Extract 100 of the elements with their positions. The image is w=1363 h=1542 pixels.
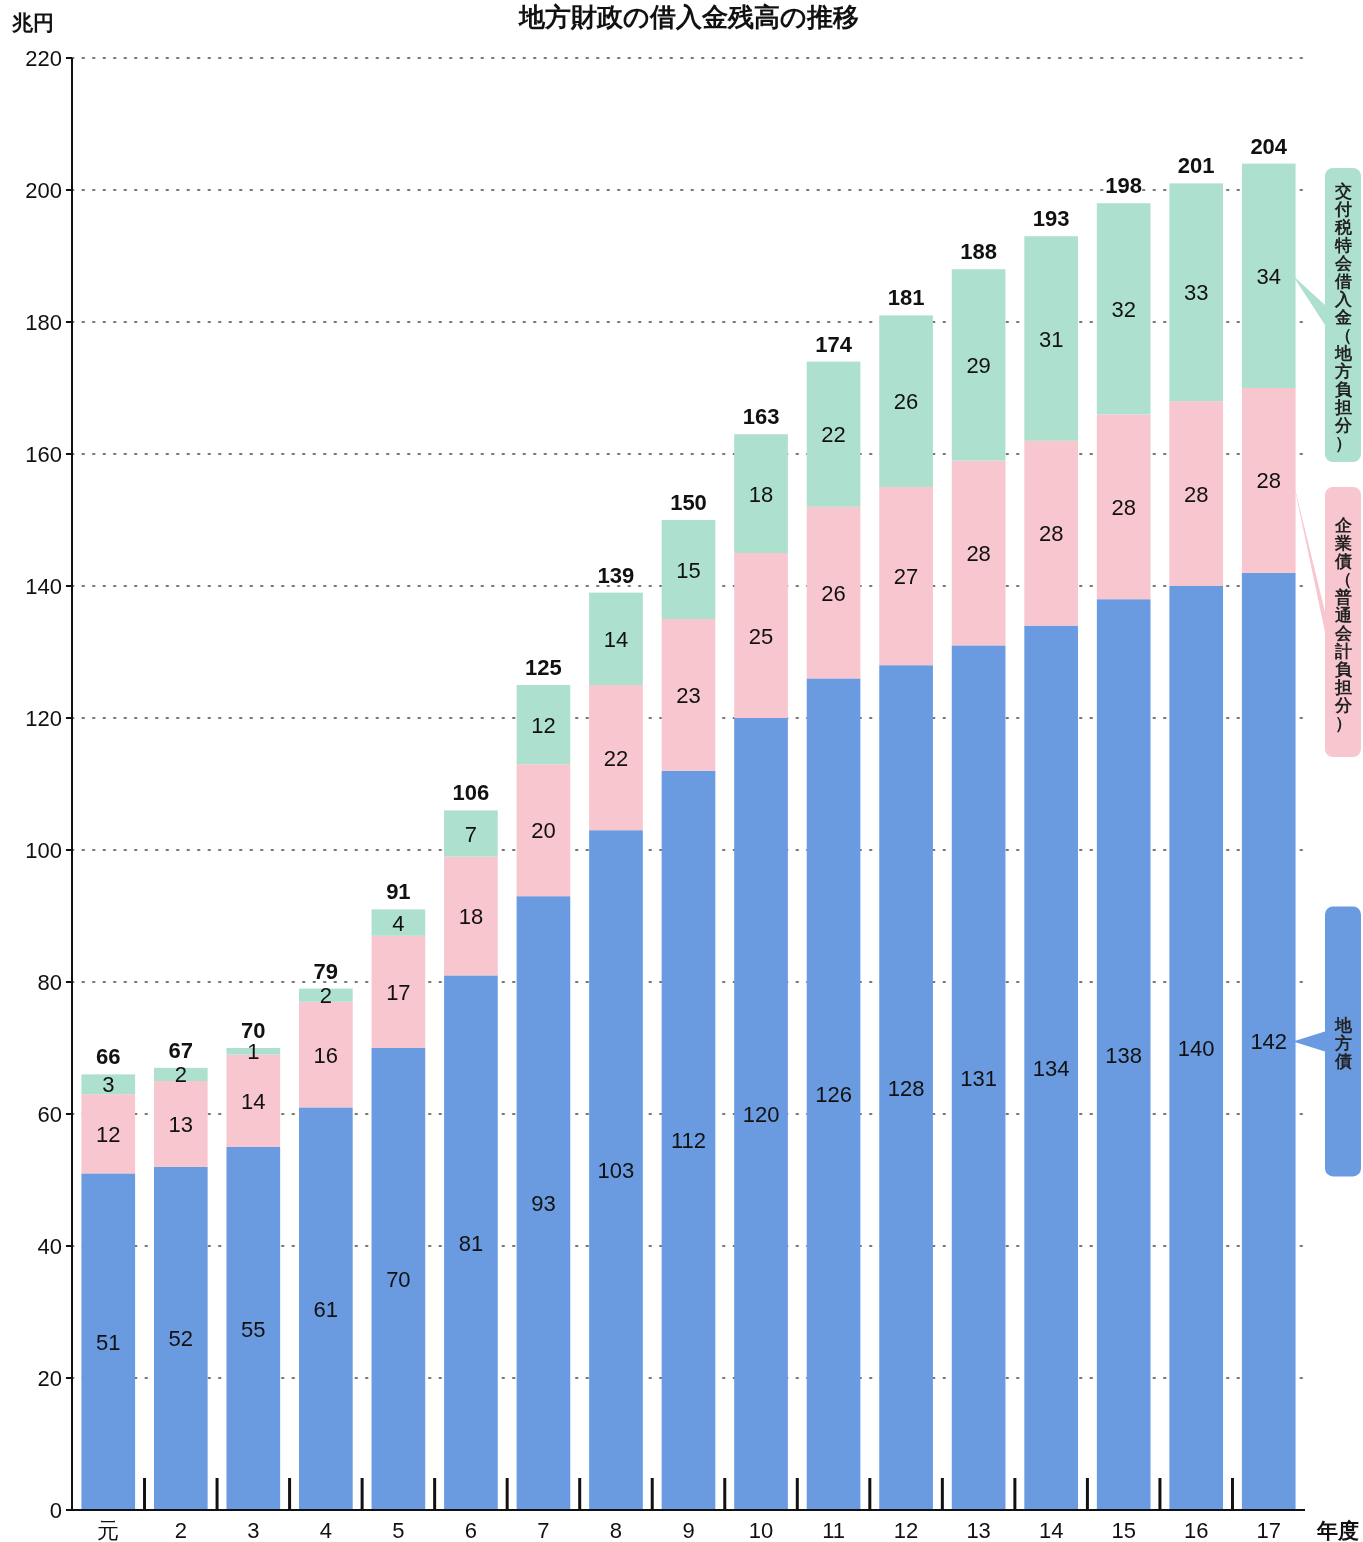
bar (1096, 599, 1151, 1510)
data-label: 55 (241, 1316, 266, 1342)
data-label: 70 (386, 1267, 411, 1292)
total-label: 66 (96, 1044, 121, 1070)
bar (299, 1107, 353, 1510)
data-label: 112 (670, 1128, 707, 1154)
data-label: 93 (531, 1191, 556, 1217)
data-label: 23 (676, 682, 701, 708)
x-tick-label: 6 (464, 1518, 478, 1542)
x-tick-label: 5 (392, 1518, 405, 1542)
x-tick-label: 2 (174, 1518, 187, 1542)
data-label: 22 (821, 422, 846, 448)
x-tick-label: 13 (966, 1518, 991, 1542)
bar (153, 1166, 208, 1510)
total-label: 125 (525, 655, 562, 680)
bar (1024, 440, 1078, 626)
data-label: 128 (887, 1075, 925, 1101)
data-label: 81 (458, 1230, 484, 1256)
data-label: 15 (676, 557, 701, 583)
total-label: 193 (1032, 206, 1070, 232)
y-tick-label: 120 (25, 706, 62, 731)
data-label: 103 (597, 1158, 635, 1184)
data-label: 51 (96, 1329, 121, 1355)
y-tick-label: 60 (37, 1102, 62, 1127)
y-tick-label: 20 (37, 1366, 62, 1391)
bar (589, 685, 643, 831)
data-label: 26 (893, 389, 919, 415)
bar (371, 909, 426, 936)
bar (444, 810, 498, 857)
data-label: 28 (1111, 494, 1136, 520)
total-label: 79 (313, 958, 339, 984)
data-label: 2 (174, 1062, 187, 1088)
bar (1241, 163, 1296, 388)
bar (226, 1147, 281, 1510)
data-label: 32 (1111, 296, 1136, 322)
bar (371, 935, 426, 1048)
bar (516, 764, 571, 897)
data-label: 140 (1177, 1036, 1215, 1061)
data-label: 33 (1183, 280, 1209, 306)
x-tick-label: 7 (537, 1518, 550, 1542)
bar (153, 1081, 208, 1167)
total-label: 163 (742, 404, 780, 430)
bar (734, 718, 788, 1510)
data-label: 142 (1250, 1029, 1288, 1055)
bar (444, 856, 498, 976)
data-label: 27 (893, 564, 919, 590)
bar (1241, 388, 1296, 573)
bar (81, 1094, 136, 1174)
total-label: 198 (1105, 173, 1143, 199)
total-label: 188 (960, 239, 997, 265)
x-tick-label: 元 (97, 1518, 120, 1542)
y-tick-label: 180 (25, 310, 62, 335)
data-label: 134 (1032, 1055, 1070, 1081)
y-axis-title: 兆円 (11, 11, 54, 34)
data-label: 18 (458, 904, 484, 929)
bar (734, 434, 788, 553)
bar (516, 685, 571, 765)
bar (81, 1173, 136, 1510)
x-tick-label: 12 (893, 1518, 919, 1542)
total-label: 174 (815, 331, 853, 357)
data-label: 16 (313, 1042, 339, 1068)
data-label: 28 (966, 541, 991, 566)
data-label: 12 (96, 1121, 121, 1147)
data-label: 131 (960, 1065, 997, 1091)
bar (1096, 414, 1151, 600)
chart-title: 地方財政の借入金残高の推移 (517, 2, 859, 32)
legend-label: 地方債 (1333, 1016, 1353, 1072)
total-label: 139 (597, 562, 635, 588)
data-label: 14 (241, 1088, 266, 1114)
data-label: 7 (464, 821, 478, 847)
bar (879, 665, 933, 1510)
bar (661, 520, 716, 619)
bar (1241, 572, 1296, 1510)
x-tick-label: 16 (1183, 1518, 1209, 1542)
y-tick-label: 140 (25, 574, 62, 599)
bar (81, 1074, 136, 1095)
x-tick-label: 3 (247, 1518, 260, 1542)
x-tick-label: 8 (609, 1518, 623, 1542)
y-tick-label: 160 (25, 442, 62, 467)
bar (1169, 183, 1224, 402)
bar (444, 975, 498, 1510)
bar (951, 460, 1006, 646)
bar (516, 896, 571, 1510)
data-label: 18 (748, 481, 774, 507)
data-label: 26 (821, 580, 846, 606)
data-label: 61 (313, 1296, 339, 1322)
data-label: 14 (603, 626, 629, 652)
data-label: 13 (168, 1111, 194, 1137)
y-tick-label: 220 (25, 46, 62, 71)
bar (806, 506, 861, 679)
x-tick-label: 9 (682, 1518, 695, 1542)
data-label: 28 (1183, 481, 1209, 507)
total-label: 91 (386, 879, 411, 905)
data-label: 2 (319, 983, 332, 1009)
x-tick-label: 11 (822, 1518, 845, 1542)
bar (951, 269, 1006, 461)
data-label: 12 (531, 712, 556, 738)
bar (1169, 586, 1224, 1510)
total-label: 201 (1177, 153, 1215, 179)
total-label: 150 (670, 490, 707, 515)
